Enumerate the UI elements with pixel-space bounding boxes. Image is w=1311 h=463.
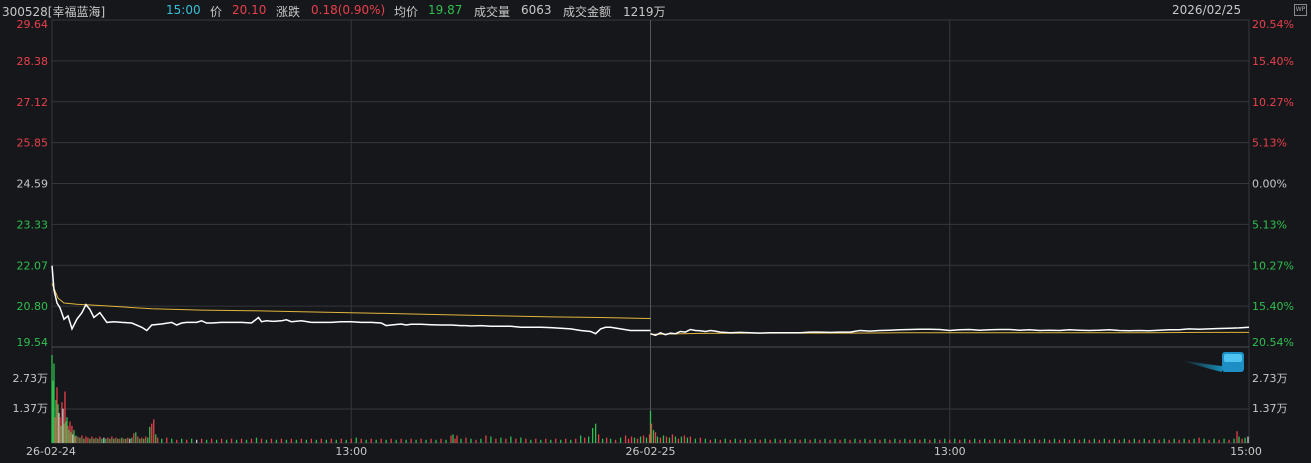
wp-badge-icon[interactable]: WP [1294,4,1307,16]
percent-tick-label: 15.40% [1252,300,1294,313]
price-tick-label: 22.07 [17,259,49,272]
percent-tick-label: 20.54% [1252,18,1294,31]
quote-time: 15:00 [166,3,201,17]
amount-value: 1219万 [623,5,666,19]
time-label: 26-02-24 [26,445,76,458]
wp-badge-label: WP [1295,6,1306,13]
quote-header: 300528[幸福蓝海] 15:00 价 20.10 涨跌 0.18(0.90%… [0,0,1311,20]
price-line [650,326,1250,337]
average-price-line [51,283,651,319]
price-value: 20.10 [232,3,267,17]
average-price-line [650,331,1249,335]
percent-axis: 20.54% 15.40% 10.27% 5.13% 0.00% 5.13% 10.27% 1… [1252,18,1294,349]
volume-bars [51,355,1249,443]
change-label: 涨跌 [276,5,301,19]
volume-value: 6063 [521,3,552,17]
volume-tick-label: 1.37万 [13,402,49,415]
indicator-toggle-icon[interactable] [1180,352,1244,372]
volume-tick-label: 2.73万 [1252,372,1288,385]
avg-price-label: 均价 [394,5,419,19]
percent-tick-label: 5.13% [1252,218,1287,231]
volume-label: 成交量 [474,5,511,19]
price-line [51,265,651,335]
price-tick-label: 25.85 [17,137,49,150]
time-label: 26-02-25 [626,445,676,458]
amount-label: 成交金额 [563,5,612,19]
price-tick-label: 27.12 [17,96,49,109]
grid [51,19,1250,444]
volume-axis: 2.73万 2.73万 1.37万 1.37万 [13,372,1288,415]
percent-tick-label: 10.27% [1252,96,1294,109]
avg-price-value: 19.87 [428,3,463,17]
price-label: 价 [210,5,223,19]
price-tick-label: 28.38 [17,55,49,68]
quote-date: 2026/02/25 [1172,3,1242,17]
price-axis: 29.64 28.38 27.12 25.85 24.59 23.33 22.07 20.80… [17,18,49,349]
percent-tick-label: 15.40% [1252,55,1294,68]
price-tick-label: 23.33 [17,218,49,231]
time-label: 15:00 [1230,445,1262,458]
stock-code-name: 300528[幸福蓝海] [2,5,106,19]
price-tick-label: 24.59 [17,178,49,191]
percent-tick-label: 5.13% [1252,137,1287,150]
price-tick-label: 20.80 [17,300,49,313]
price-tick-label: 19.54 [17,336,49,349]
percent-tick-label: 0.00% [1252,178,1287,191]
volume-tick-label: 1.37万 [1252,402,1288,415]
time-label: 13:00 [934,445,966,458]
percent-tick-label: 10.27% [1252,259,1294,272]
percent-tick-label: 20.54% [1252,336,1294,349]
time-label: 13:00 [335,445,367,458]
change-value: 0.18(0.90%) [311,3,386,17]
price-tick-label: 29.64 [17,18,49,31]
time-axis: 26-02-24 13:00 26-02-25 13:00 15:00 [26,445,1262,458]
price-lines [51,265,1250,337]
volume-tick-label: 2.73万 [13,372,49,385]
